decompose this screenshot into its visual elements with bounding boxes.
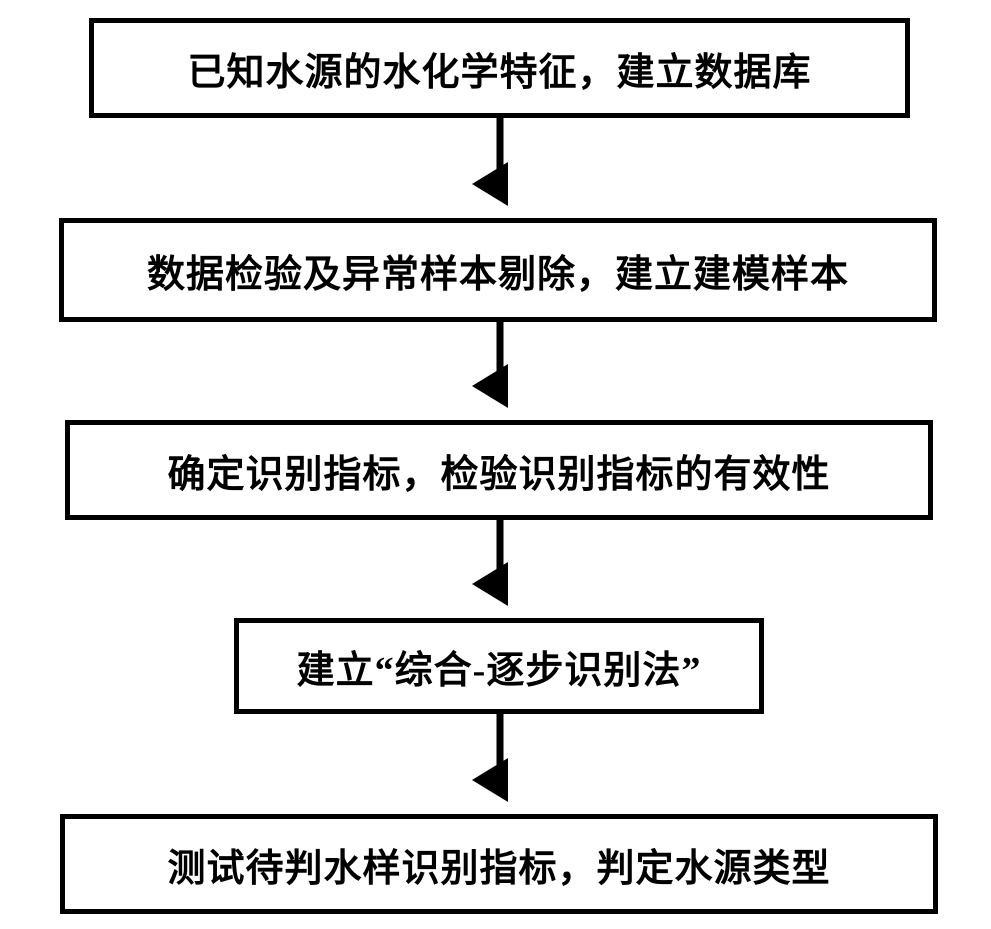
flowchart-canvas: 已知水源的水化学特征，建立数据库 数据检验及异常样本剔除，建立建模样本 确定识别… xyxy=(0,0,991,929)
flowchart-node: 已知水源的水化学特征，建立数据库 xyxy=(89,18,910,118)
node-label: 已知水源的水化学特征，建立数据库 xyxy=(187,41,811,96)
node-label: 确定识别指标，检验识别指标的有效性 xyxy=(167,443,830,498)
flowchart-node: 确定识别指标，检验识别指标的有效性 xyxy=(65,420,933,520)
flowchart-node: 测试待判水样识别指标，判定水源类型 xyxy=(60,814,938,914)
flowchart-node: 建立“综合-逐步识别法” xyxy=(234,618,764,714)
node-label: 数据检验及异常样本剔除，建立建模样本 xyxy=(147,243,849,298)
flowchart-node: 数据检验及异常样本剔除，建立建模样本 xyxy=(59,218,937,322)
node-label: 建立“综合-逐步识别法” xyxy=(297,639,702,694)
node-label: 测试待判水样识别指标，判定水源类型 xyxy=(167,837,830,892)
